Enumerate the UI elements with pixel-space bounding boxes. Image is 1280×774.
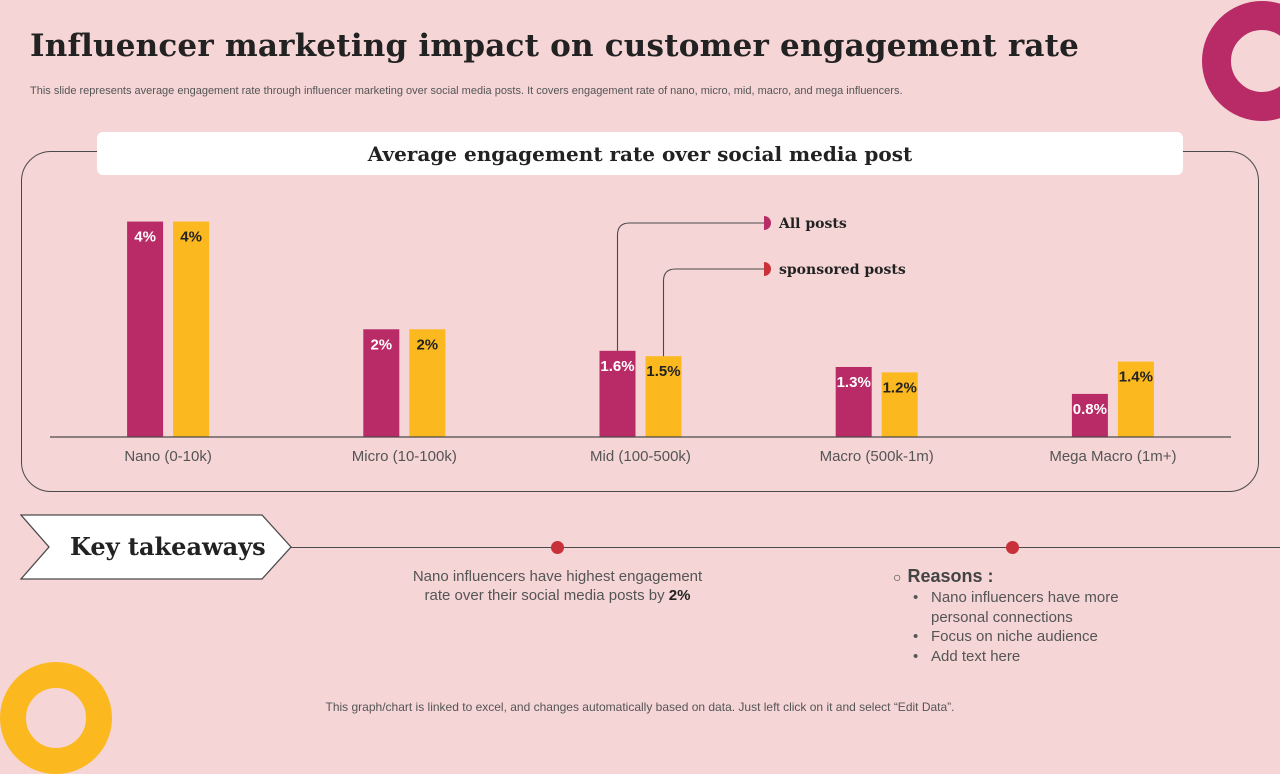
takeaway-summary-text: Nano influencers have highest engagement… xyxy=(412,568,703,604)
bar-all-posts xyxy=(835,366,872,437)
bar-data-label: 2% xyxy=(416,336,438,353)
key-takeaways-arrow-box xyxy=(20,514,292,580)
legend-marker-icon xyxy=(764,216,771,230)
slide-subtitle: This slide represents average engagement… xyxy=(30,85,903,97)
x-tick-label: Nano (0-10k) xyxy=(124,448,212,465)
key-takeaways-label: Key takeaways xyxy=(70,532,266,561)
legend-connector-line xyxy=(662,268,764,357)
slide-title: Influencer marketing impact on customer … xyxy=(30,28,1080,64)
reasons-title: Reasons : xyxy=(907,566,994,586)
bar-data-label: 0.8% xyxy=(1073,401,1107,418)
legend-entry: sponsored posts xyxy=(779,262,906,278)
bar-data-label: 1.3% xyxy=(837,374,871,391)
reasons-block: ○ Reasons : Nano influencers have more pe… xyxy=(893,566,1153,666)
bar-all-posts xyxy=(363,329,400,437)
footnote: This graph/chart is linked to excel, and… xyxy=(325,700,955,714)
bar-sponsored-posts xyxy=(1117,361,1154,437)
legend-connector-line xyxy=(616,222,764,351)
takeaway-dot-2 xyxy=(1006,541,1019,554)
bar-all-posts xyxy=(127,221,164,437)
legend-entry: All posts xyxy=(778,216,847,232)
bar-sponsored-posts xyxy=(409,329,446,437)
bar-data-label: 1.5% xyxy=(646,363,680,380)
bar-data-label: 1.6% xyxy=(600,358,634,375)
reason-item: Focus on niche audience xyxy=(913,627,1153,647)
bar-data-label: 4% xyxy=(180,229,202,246)
x-tick-label: Mid (100-500k) xyxy=(590,448,691,465)
x-tick-label: Micro (10-100k) xyxy=(352,448,457,465)
bar-all-posts xyxy=(599,350,636,437)
bar-data-label: 1.4% xyxy=(1119,369,1153,386)
bar-sponsored-posts xyxy=(645,356,682,437)
reason-item: Add text here xyxy=(913,647,1153,667)
legend-marker-icon xyxy=(764,262,771,276)
x-tick-label: Mega Macro (1m+) xyxy=(1049,448,1176,465)
reason-item: Nano influencers have more personal conn… xyxy=(913,588,1153,627)
takeaway-summary: Nano influencers have highest engagement… xyxy=(405,567,710,605)
takeaway-dot-1 xyxy=(551,541,564,554)
x-tick-label: Macro (500k-1m) xyxy=(820,448,934,465)
circle-bullet-icon: ○ xyxy=(893,569,902,585)
bar-data-label: 4% xyxy=(134,229,156,246)
takeaway-highlight: 2% xyxy=(668,587,691,604)
bar-chart: 4% 4% Nano (0-10k) 2% 2% Micro (10-100k) 1.6% 1… xyxy=(50,216,1231,465)
takeaway-divider-line xyxy=(290,547,1280,548)
bar-data-label: 2% xyxy=(370,336,392,353)
chart-title: Average engagement rate over social medi… xyxy=(97,132,1183,175)
bar-all-posts xyxy=(1071,393,1108,437)
reasons-list: Nano influencers have more personal conn… xyxy=(893,588,1153,666)
bar-data-label: 1.2% xyxy=(883,379,917,396)
reasons-heading: ○ Reasons : xyxy=(893,566,1153,587)
bar-sponsored-posts xyxy=(881,372,918,437)
bar-sponsored-posts xyxy=(173,221,210,437)
